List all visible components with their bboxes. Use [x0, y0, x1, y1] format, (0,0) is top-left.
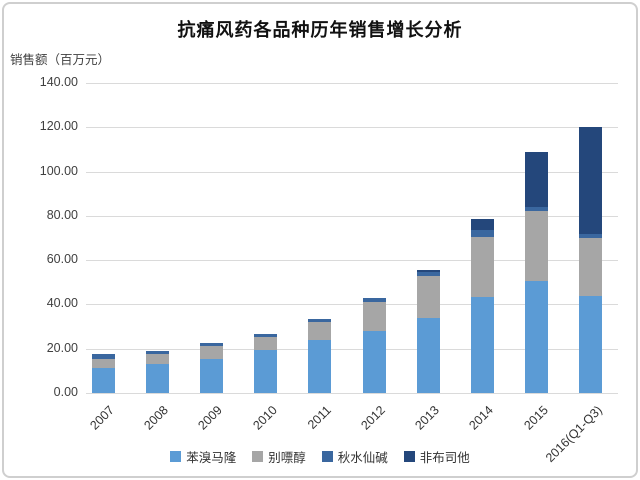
bar-segment-秋水仙碱: [416, 272, 440, 276]
gridline: [86, 304, 618, 306]
bar-segment-苯溴马隆: [254, 350, 278, 393]
bar-segment-秋水仙碱: [362, 297, 386, 303]
bar-segment-苯溴马隆: [362, 331, 386, 393]
legend-swatch-icon: [321, 451, 333, 462]
bar-segment-别嘌醇: [362, 302, 386, 331]
bar-segment-别嘌醇: [91, 358, 115, 368]
legend: 苯溴马隆 别嘌醇 秋水仙碱 非布司他: [0, 447, 640, 466]
bar-segment-苯溴马隆: [416, 317, 440, 393]
bar-segment-秋水仙碱: [254, 333, 278, 337]
bar-segment-秋水仙碱: [470, 230, 494, 237]
legend-label: 秋水仙碱: [337, 451, 388, 465]
gridline: [86, 348, 618, 350]
y-axis-tick-label: 80.00: [46, 207, 78, 222]
bar-segment-苯溴马隆: [199, 359, 223, 393]
bar-segment-别嘌醇: [470, 236, 494, 298]
bar-segment-别嘌醇: [254, 336, 278, 351]
legend-swatch-icon: [170, 451, 182, 462]
gridline: [86, 171, 618, 173]
gridline: [86, 83, 618, 84]
y-axis-tick-label: 100.00: [39, 163, 78, 178]
bar-segment-苯溴马隆: [91, 367, 115, 393]
legend-swatch-icon: [252, 451, 264, 462]
bar-segment-非布司他: [579, 127, 603, 234]
bar-segment-别嘌醇: [145, 353, 169, 365]
bar-segment-别嘌醇: [308, 322, 332, 340]
bar-segment-苯溴马隆: [470, 297, 494, 393]
y-axis-tick-label: 120.00: [39, 119, 78, 134]
y-axis-tick-label: 20.00: [46, 340, 78, 355]
y-axis-tick-label: 40.00: [46, 296, 78, 311]
gridline: [86, 260, 618, 262]
chart-title: 抗痛风药各品种历年销售增长分析: [177, 20, 463, 40]
legend-label: 非布司他: [419, 451, 470, 465]
y-axis-unit-label: 销售额（百万元）: [10, 53, 111, 67]
bar-segment-苯溴马隆: [308, 339, 332, 393]
bar-segment-秋水仙碱: [91, 354, 115, 359]
bar-segment-秋水仙碱: [145, 350, 169, 354]
legend-label: 别嘌醇: [268, 451, 306, 465]
y-axis-tick-label: 60.00: [46, 252, 78, 267]
bar-segment-苯溴马隆: [579, 295, 603, 393]
bar-segment-非布司他: [525, 151, 549, 207]
bar-segment-别嘌醇: [199, 346, 223, 360]
bar-segment-别嘌醇: [416, 275, 440, 318]
bar-segment-苯溴马隆: [145, 364, 169, 393]
y-axis-tick-label: 0.00: [53, 385, 78, 399]
gridline: [86, 215, 618, 217]
legend-item: 非布司他: [403, 447, 470, 466]
legend-item: 苯溴马隆: [170, 447, 236, 466]
bar-segment-秋水仙碱: [525, 207, 549, 212]
bar-segment-秋水仙碱: [579, 233, 603, 238]
gridline: [86, 127, 618, 129]
legend-item: 秋水仙碱: [321, 447, 388, 466]
legend-swatch-icon: [403, 451, 415, 462]
legend-item: 别嘌醇: [252, 447, 306, 466]
bar-segment-别嘌醇: [525, 211, 549, 282]
y-axis-tick-label: 140.00: [39, 75, 78, 89]
bar-segment-秋水仙碱: [308, 318, 332, 323]
legend-label: 苯溴马隆: [186, 451, 237, 465]
bar-segment-苯溴马隆: [525, 281, 549, 393]
bar-segment-非布司他: [416, 270, 440, 273]
gridline: [86, 393, 618, 394]
bar-segment-非布司他: [470, 219, 494, 231]
bar-segment-别嘌醇: [579, 238, 603, 296]
bar-segment-秋水仙碱: [199, 342, 223, 347]
